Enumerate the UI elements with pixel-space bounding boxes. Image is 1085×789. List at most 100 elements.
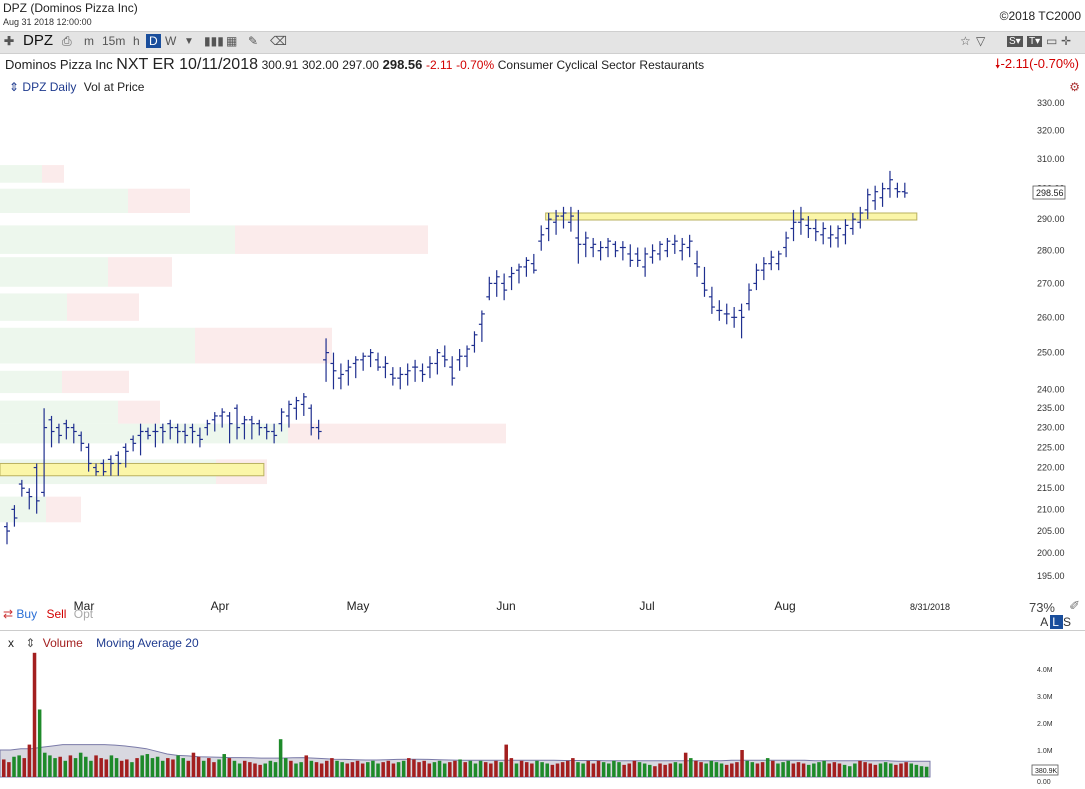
x-tick-label: Jul bbox=[639, 599, 654, 613]
volume-bar bbox=[519, 760, 524, 777]
volume-bar bbox=[63, 760, 68, 777]
volume-bar bbox=[760, 762, 765, 777]
volume-bar bbox=[847, 766, 852, 777]
volume-bar bbox=[550, 764, 555, 777]
volume-bar bbox=[171, 759, 175, 777]
volume-bar bbox=[878, 763, 883, 777]
volume-bar bbox=[422, 760, 426, 777]
timeframe-15m[interactable]: 15m bbox=[102, 34, 126, 48]
y-tick-label: 235.00 bbox=[1037, 403, 1065, 413]
volume-bar bbox=[345, 763, 350, 777]
volume-bar bbox=[289, 760, 293, 777]
volume-bar bbox=[909, 763, 914, 777]
volume-bar bbox=[89, 760, 93, 777]
volume-bar bbox=[7, 762, 11, 777]
volume-bar bbox=[242, 760, 247, 777]
sort-icon[interactable]: ⇕ bbox=[9, 80, 20, 94]
volume-bar bbox=[642, 763, 647, 777]
volume-bar bbox=[719, 763, 724, 777]
star-icon[interactable]: ☆ bbox=[960, 34, 971, 48]
add-symbol-icon[interactable]: ✚ bbox=[4, 34, 15, 48]
volume-bar bbox=[730, 763, 734, 777]
volume-bar bbox=[427, 763, 432, 777]
volume-bar bbox=[145, 754, 150, 777]
open-price: 300.91 bbox=[261, 58, 299, 72]
toolbar: ✚ DPZ ⎙ m 15m h D W ▼ ▮▮▮ ▦ ✎ ⌫ ☆ ▽ S▾ T… bbox=[0, 31, 1085, 54]
draw-pencil-icon[interactable]: ✎ bbox=[248, 34, 259, 48]
volume-bar bbox=[196, 756, 201, 777]
s-dropdown[interactable]: S▾ bbox=[1007, 36, 1023, 47]
chevron-down-icon[interactable]: ▼ bbox=[184, 36, 194, 47]
volume-bar bbox=[617, 762, 621, 777]
volume-bar bbox=[668, 763, 673, 777]
volume-bar bbox=[48, 755, 52, 777]
volume-bar bbox=[273, 762, 278, 777]
t-dropdown[interactable]: T▾ bbox=[1027, 36, 1043, 47]
volume-bar bbox=[417, 762, 421, 777]
y-tick-label: 310.00 bbox=[1037, 154, 1065, 164]
volume-bar bbox=[237, 763, 242, 777]
volume-bar bbox=[283, 758, 288, 777]
opt-button[interactable]: Opt bbox=[73, 607, 94, 621]
volume-bar bbox=[873, 764, 878, 777]
volume-bar bbox=[919, 766, 924, 777]
volume-bar bbox=[448, 762, 452, 777]
volume-bar bbox=[791, 763, 796, 777]
vol-at-price-down bbox=[195, 327, 332, 364]
volume-bar bbox=[750, 762, 755, 777]
buy-button[interactable]: Buy bbox=[16, 607, 38, 621]
volume-bar bbox=[268, 760, 273, 777]
scale-l[interactable]: L bbox=[1050, 615, 1063, 629]
draw-tool-icon[interactable]: ✐ bbox=[1069, 598, 1080, 613]
volume-bar bbox=[155, 756, 160, 777]
volume-bar bbox=[709, 760, 714, 777]
y-tick-label: 260.00 bbox=[1037, 312, 1065, 322]
swap-icon[interactable]: ⇄ bbox=[3, 607, 14, 621]
sell-button[interactable]: Sell bbox=[46, 607, 67, 621]
volume-bar bbox=[535, 760, 539, 777]
volume-bar bbox=[248, 762, 252, 777]
vol-at-price-up bbox=[0, 293, 67, 321]
crosshair-icon[interactable]: ✛ bbox=[1061, 34, 1072, 48]
close-panel-button[interactable]: x bbox=[8, 636, 14, 650]
scale-a[interactable]: A bbox=[1040, 615, 1051, 629]
volume-bar bbox=[904, 762, 908, 777]
settings-icon[interactable]: ⚙ bbox=[1069, 80, 1080, 94]
timeframe-m[interactable]: m bbox=[84, 34, 94, 48]
volume-bar bbox=[160, 760, 165, 777]
symbol-box[interactable]: DPZ bbox=[23, 32, 53, 49]
vol-at-price-down bbox=[46, 496, 81, 523]
zoom-percent[interactable]: 73% bbox=[1028, 600, 1055, 615]
volume-bar bbox=[53, 758, 57, 777]
volume-bar bbox=[473, 763, 478, 777]
copyright: ©2018 TC2000 bbox=[999, 9, 1081, 23]
volume-bar bbox=[140, 755, 144, 777]
industry: Restaurants bbox=[639, 58, 705, 72]
high-price: 302.00 bbox=[301, 58, 339, 72]
print-icon[interactable]: ⎙ bbox=[62, 34, 72, 48]
volume-bar bbox=[119, 760, 124, 777]
volume-bar bbox=[376, 763, 380, 777]
symbol-label[interactable]: DPZ Daily bbox=[22, 80, 77, 94]
volume-bar bbox=[27, 744, 32, 777]
volume-bar bbox=[637, 762, 642, 777]
eraser-icon[interactable]: ⌫ bbox=[270, 34, 287, 48]
scale-s[interactable]: S bbox=[1062, 615, 1073, 629]
layout-icon[interactable]: ▦ bbox=[226, 34, 238, 48]
volume-bar bbox=[842, 764, 847, 777]
sort-icon[interactable]: ⇕ bbox=[25, 636, 36, 650]
volume-label[interactable]: Volume bbox=[42, 636, 83, 650]
timeframe-d[interactable]: D bbox=[146, 34, 161, 48]
volume-bar bbox=[294, 763, 298, 777]
vol-at-price-up bbox=[0, 370, 62, 394]
filter-icon[interactable]: ▽ bbox=[976, 34, 986, 48]
timeframe-h[interactable]: h bbox=[133, 34, 140, 48]
ma-label[interactable]: Moving Average 20 bbox=[96, 636, 199, 650]
indicator-label[interactable]: Vol at Price bbox=[83, 80, 145, 94]
window-icon[interactable]: ▭ bbox=[1046, 34, 1058, 48]
volume-bar bbox=[278, 739, 283, 777]
volume-bar bbox=[524, 762, 529, 777]
timeframe-w[interactable]: W bbox=[165, 34, 177, 48]
bar-style-icon[interactable]: ▮▮▮ bbox=[204, 34, 224, 48]
y-tick-label: 205.00 bbox=[1037, 526, 1065, 536]
